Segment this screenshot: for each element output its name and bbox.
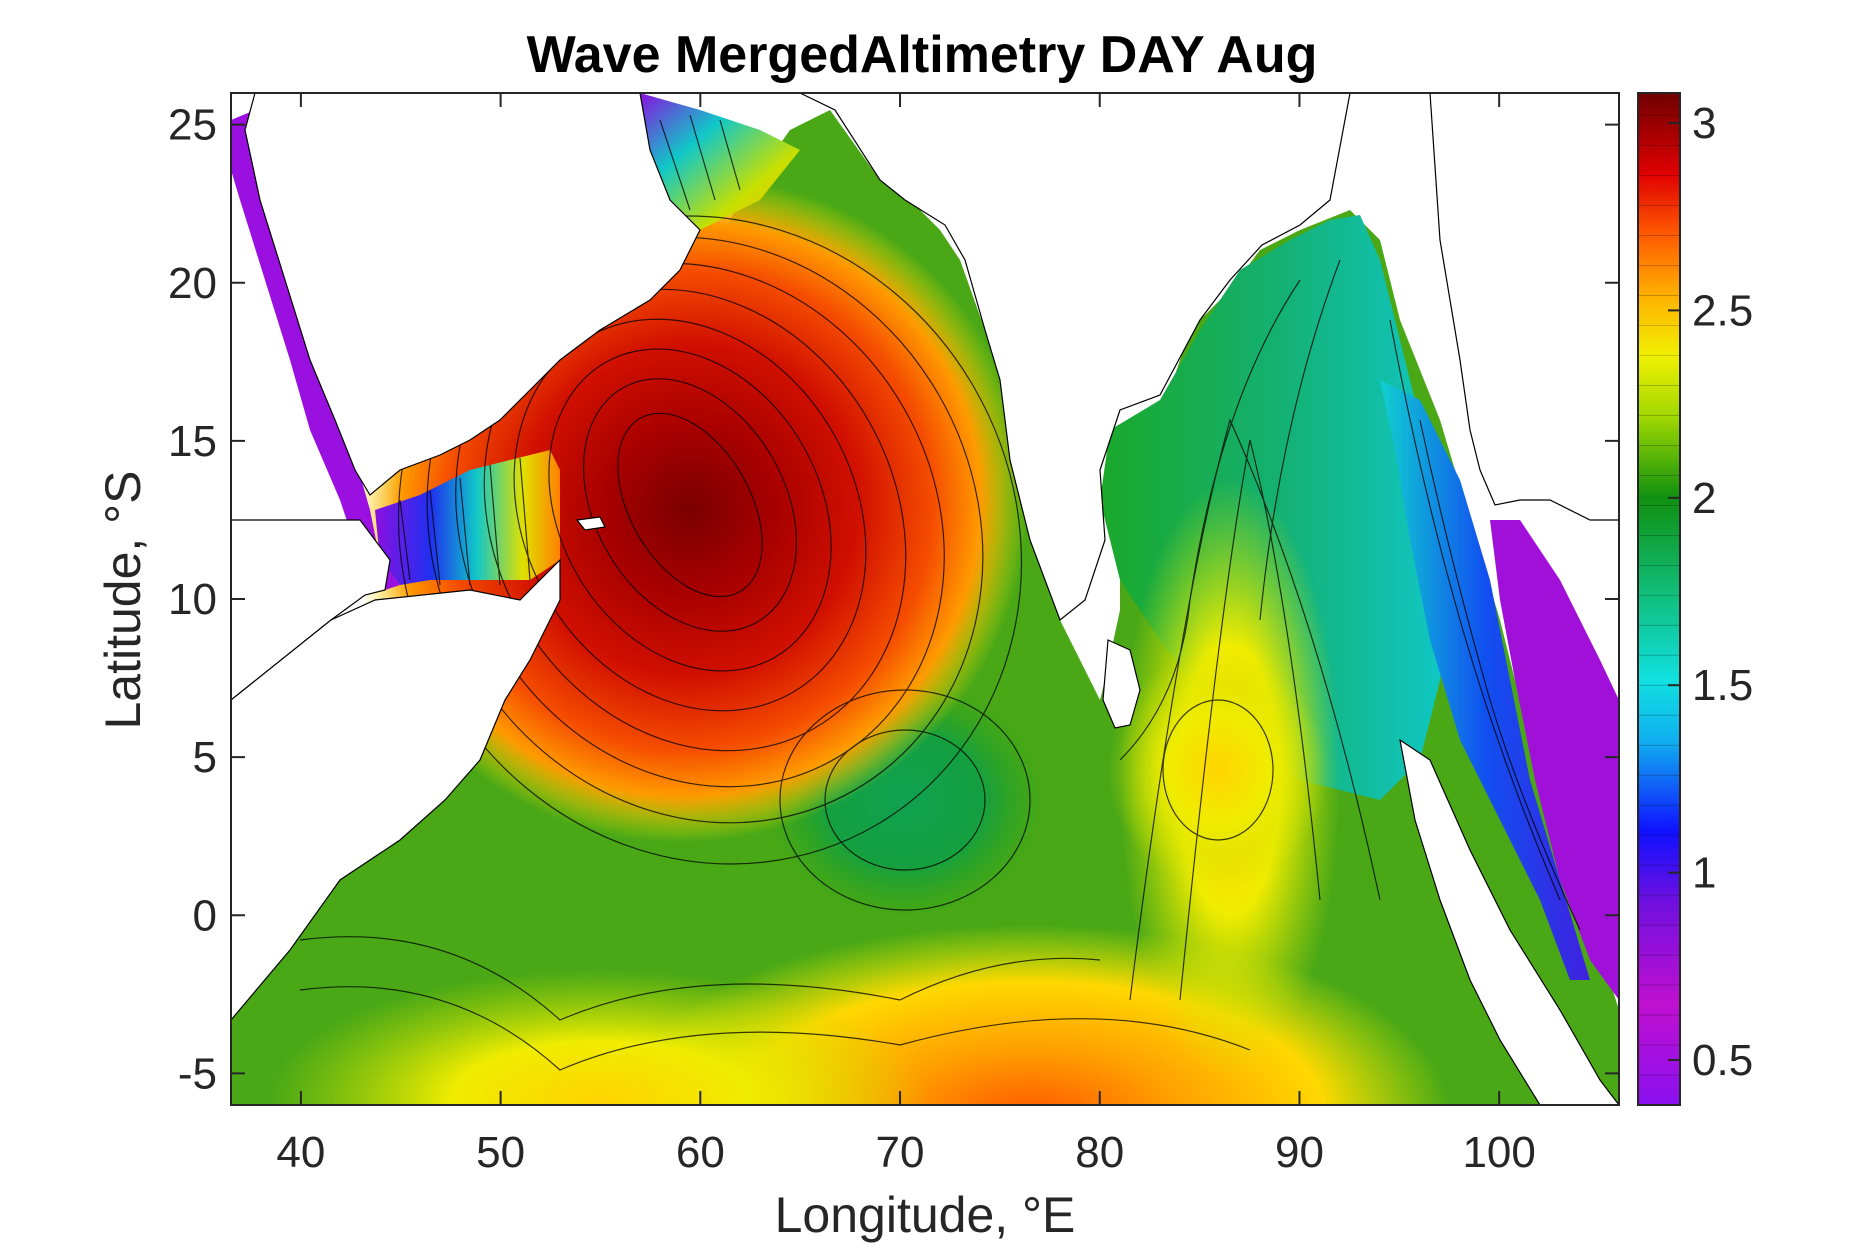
andaman-field (1380, 380, 1590, 980)
x-axis: 40 50 60 70 80 90 100 (276, 93, 1536, 1177)
x-tick-label: 80 (1075, 1128, 1124, 1177)
colorbar-ticks: 3 2.5 2 1.5 1 0.5 (1668, 99, 1753, 1085)
y-tick-label: 5 (193, 733, 217, 782)
land-east-africa (231, 558, 561, 1021)
y-tick-label: -5 (178, 1049, 217, 1098)
x-tick-label: 60 (676, 1128, 725, 1177)
x-tick-label: 50 (476, 1128, 525, 1177)
land-sumatra (1399, 738, 1619, 1105)
y-axis: 25 20 15 10 5 0 -5 (168, 101, 1619, 1098)
y-tick-label: 0 (193, 891, 217, 940)
y-tick-label: 15 (168, 417, 217, 466)
colorbar-tick-label: 1 (1692, 849, 1716, 898)
colorbar-gradient (1638, 93, 1680, 1105)
colorbar-tick-label: 3 (1692, 99, 1716, 148)
chart-title: Wave MergedAltimetry DAY Aug (527, 26, 1318, 84)
land-india (799, 93, 1351, 621)
plot-area (231, 93, 1619, 1105)
andaman-east-field (1490, 520, 1619, 1000)
colorbar: 3 2.5 2 1.5 1 0.5 (1637, 92, 1753, 1106)
y-axis-label: Latitude, °S (95, 470, 151, 729)
y-tick-label: 20 (168, 259, 217, 308)
x-tick-label: 40 (276, 1128, 325, 1177)
land-southeast-asia (1429, 93, 1619, 521)
land (231, 93, 1619, 1105)
colorbar-frame (1637, 92, 1681, 1106)
land-socotra (575, 516, 606, 531)
x-tick-label: 100 (1462, 1128, 1535, 1177)
south-band-yellow (270, 970, 930, 1105)
secondary-high (1108, 650, 1328, 890)
colorbar-tick-label: 1.5 (1692, 661, 1753, 710)
y-tick-label: 25 (168, 101, 217, 150)
x-tick-label: 90 (1275, 1128, 1324, 1177)
y-tick-label: 10 (168, 575, 217, 624)
colorbar-tick-label: 0.5 (1692, 1036, 1753, 1085)
x-axis-label: Longitude, °E (775, 1187, 1076, 1243)
colorbar-tick-label: 2.5 (1692, 286, 1753, 335)
land-sri-lanka (1102, 639, 1141, 729)
colorbar-tick-label: 2 (1692, 474, 1716, 523)
gulf-of-oman-field (640, 93, 800, 230)
x-tick-label: 70 (876, 1128, 925, 1177)
land-arabia-africa (244, 93, 701, 496)
